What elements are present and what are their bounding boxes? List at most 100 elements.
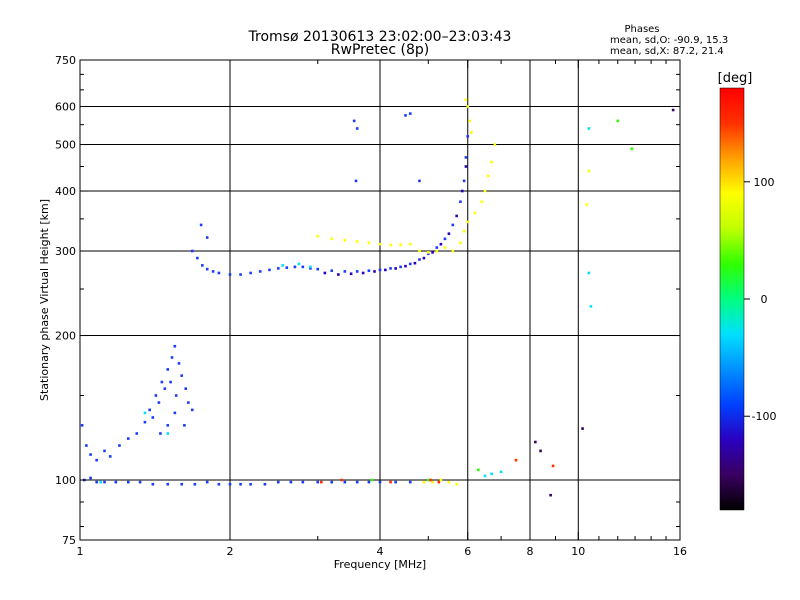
data-point [355,480,359,484]
data-point [439,242,443,246]
data-point [429,478,432,482]
data-point [413,261,417,265]
data-point [426,251,430,254]
data-point [418,179,421,183]
data-point [169,380,172,384]
y-axis-ticks: 75 100 200 300 400 500 600 750 [55,54,680,547]
data-point [455,214,458,218]
data-point [581,427,584,430]
data-point [439,478,443,482]
data-point [187,401,190,404]
data-point [431,480,434,484]
data-point [447,480,451,484]
data-point [211,270,215,273]
colorbar [719,87,745,511]
data-point [293,265,297,269]
data-point [170,356,174,359]
data-point [89,476,92,480]
data-point [460,189,464,193]
data-point [205,480,209,484]
data-point [201,264,204,267]
data-point [367,480,371,484]
data-point [389,243,392,247]
data-point [370,478,374,482]
data-point [355,240,359,243]
data-point [309,265,312,269]
data-point [281,264,284,267]
data-point [323,271,327,275]
data-point [297,262,301,266]
data-point [193,482,197,486]
data-point [551,464,555,468]
data-point [228,482,232,486]
data-point [316,267,320,271]
y-tick-label: 500 [55,139,76,152]
data-point [455,482,458,486]
data-point [340,478,343,482]
phases-x-stats: mean, sd,X: 87.2, 21.4 [610,46,724,57]
data-point [354,179,358,183]
data-points [80,98,675,497]
data-point [85,444,88,447]
data-point [408,242,412,246]
data-point [276,267,280,270]
data-point [217,482,221,486]
grid-lines [80,60,680,540]
data-point [343,480,347,484]
x-tick-label: 1 [77,545,84,558]
data-point [493,143,497,146]
data-point [487,174,490,178]
data-point [196,256,199,260]
data-point [422,480,426,484]
data-point [103,480,106,484]
colorbar-tick-label: 100 [754,176,775,189]
data-point [205,236,209,239]
data-point [473,211,477,215]
data-point [378,268,382,272]
data-point [373,270,376,273]
data-point [99,480,102,484]
data-point [490,472,493,476]
data-point [205,267,209,271]
data-point [464,156,468,159]
data-point [343,270,347,273]
data-point [378,480,382,484]
data-point [394,480,397,484]
colorbar-ticks: -100 0 100 [744,176,776,423]
colorbar-label: [deg] [718,71,753,86]
data-point [316,234,320,238]
data-point [539,449,542,453]
data-point [367,241,371,245]
data-point [289,480,293,484]
data-point [166,432,170,435]
data-point [587,271,591,275]
data-point [190,249,194,253]
data-point [418,258,421,261]
data-point [426,252,430,256]
data-point [671,108,675,112]
y-axis-label: Stationary phase Virtual Height [km] [38,199,51,401]
data-point [443,237,447,241]
data-point [389,480,392,484]
data-point [330,269,334,272]
data-point [337,273,340,276]
data-point [408,262,412,266]
data-point [239,273,242,276]
data-point [157,401,161,404]
data-point [103,449,106,453]
x-axis-ticks: 1 2 4 6 8 10 16 [77,60,687,558]
data-point [459,241,462,245]
data-point [143,420,147,424]
x-tick-label: 2 [227,545,234,558]
data-point [126,437,130,440]
data-point [470,131,473,134]
data-point [143,411,147,415]
data-point [378,242,382,246]
chart-title: Tromsø 20130613 23:02:00–23:03:43 [248,29,512,45]
data-point [389,267,392,270]
data-point [462,179,466,183]
data-point [499,470,503,474]
data-point [330,237,334,241]
data-point [468,119,471,123]
data-point [447,232,451,235]
